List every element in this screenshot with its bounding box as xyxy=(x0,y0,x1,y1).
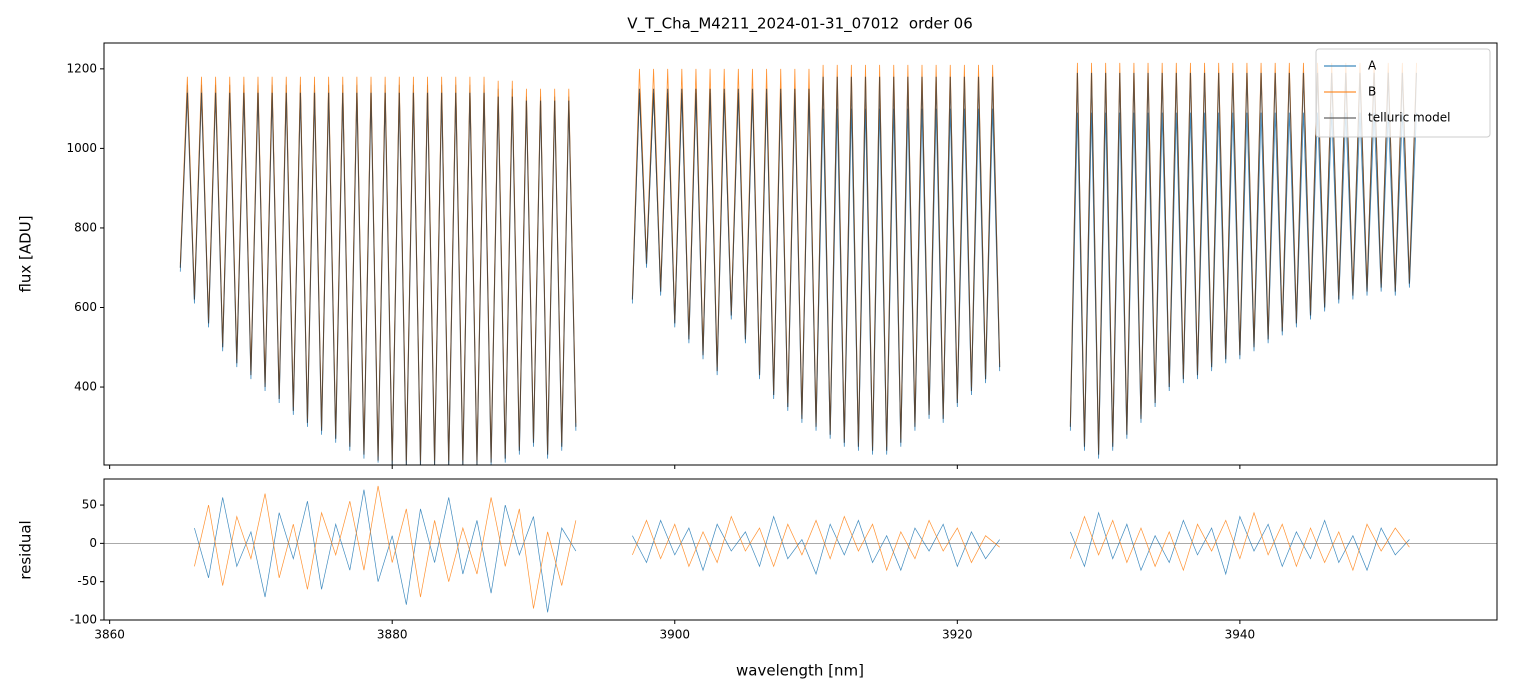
chart-title: V_T_Cha_M4211_2024-01-31_07012 order 06 xyxy=(627,15,973,34)
x-tick-label: 3880 xyxy=(377,628,408,642)
y-axis-label: residual xyxy=(17,520,35,579)
series-line xyxy=(179,72,1418,465)
y-tick-label: 50 xyxy=(82,498,97,512)
x-axis-label: wavelength [nm] xyxy=(736,662,864,680)
series-line xyxy=(194,485,1410,609)
x-tick-label: 3900 xyxy=(659,628,690,642)
legend-box xyxy=(1315,48,1491,138)
x-tick-label: 3940 xyxy=(1225,628,1256,642)
plot-area xyxy=(179,62,1418,465)
y-tick-label: -100 xyxy=(70,613,97,627)
x-tick-label: 3860 xyxy=(94,628,125,642)
y-axis-label: flux [ADU] xyxy=(17,215,35,292)
y-tick-label: 400 xyxy=(74,380,97,394)
x-tick-label: 3920 xyxy=(942,628,973,642)
legend-label: telluric model xyxy=(1368,111,1450,125)
y-tick-label: 600 xyxy=(74,300,97,314)
plot-area xyxy=(104,485,1497,613)
y-tick-label: 800 xyxy=(74,220,97,234)
y-tick-label: 1200 xyxy=(66,61,97,75)
legend-label: B xyxy=(1368,85,1376,99)
axes-frame xyxy=(103,478,1498,621)
series-line xyxy=(194,489,1410,613)
y-tick-label: 0 xyxy=(89,536,97,550)
y-tick-label: -50 xyxy=(77,574,97,588)
y-tick-label: 1000 xyxy=(66,141,97,155)
axes-frame xyxy=(103,42,1498,466)
legend-label: A xyxy=(1368,59,1377,73)
